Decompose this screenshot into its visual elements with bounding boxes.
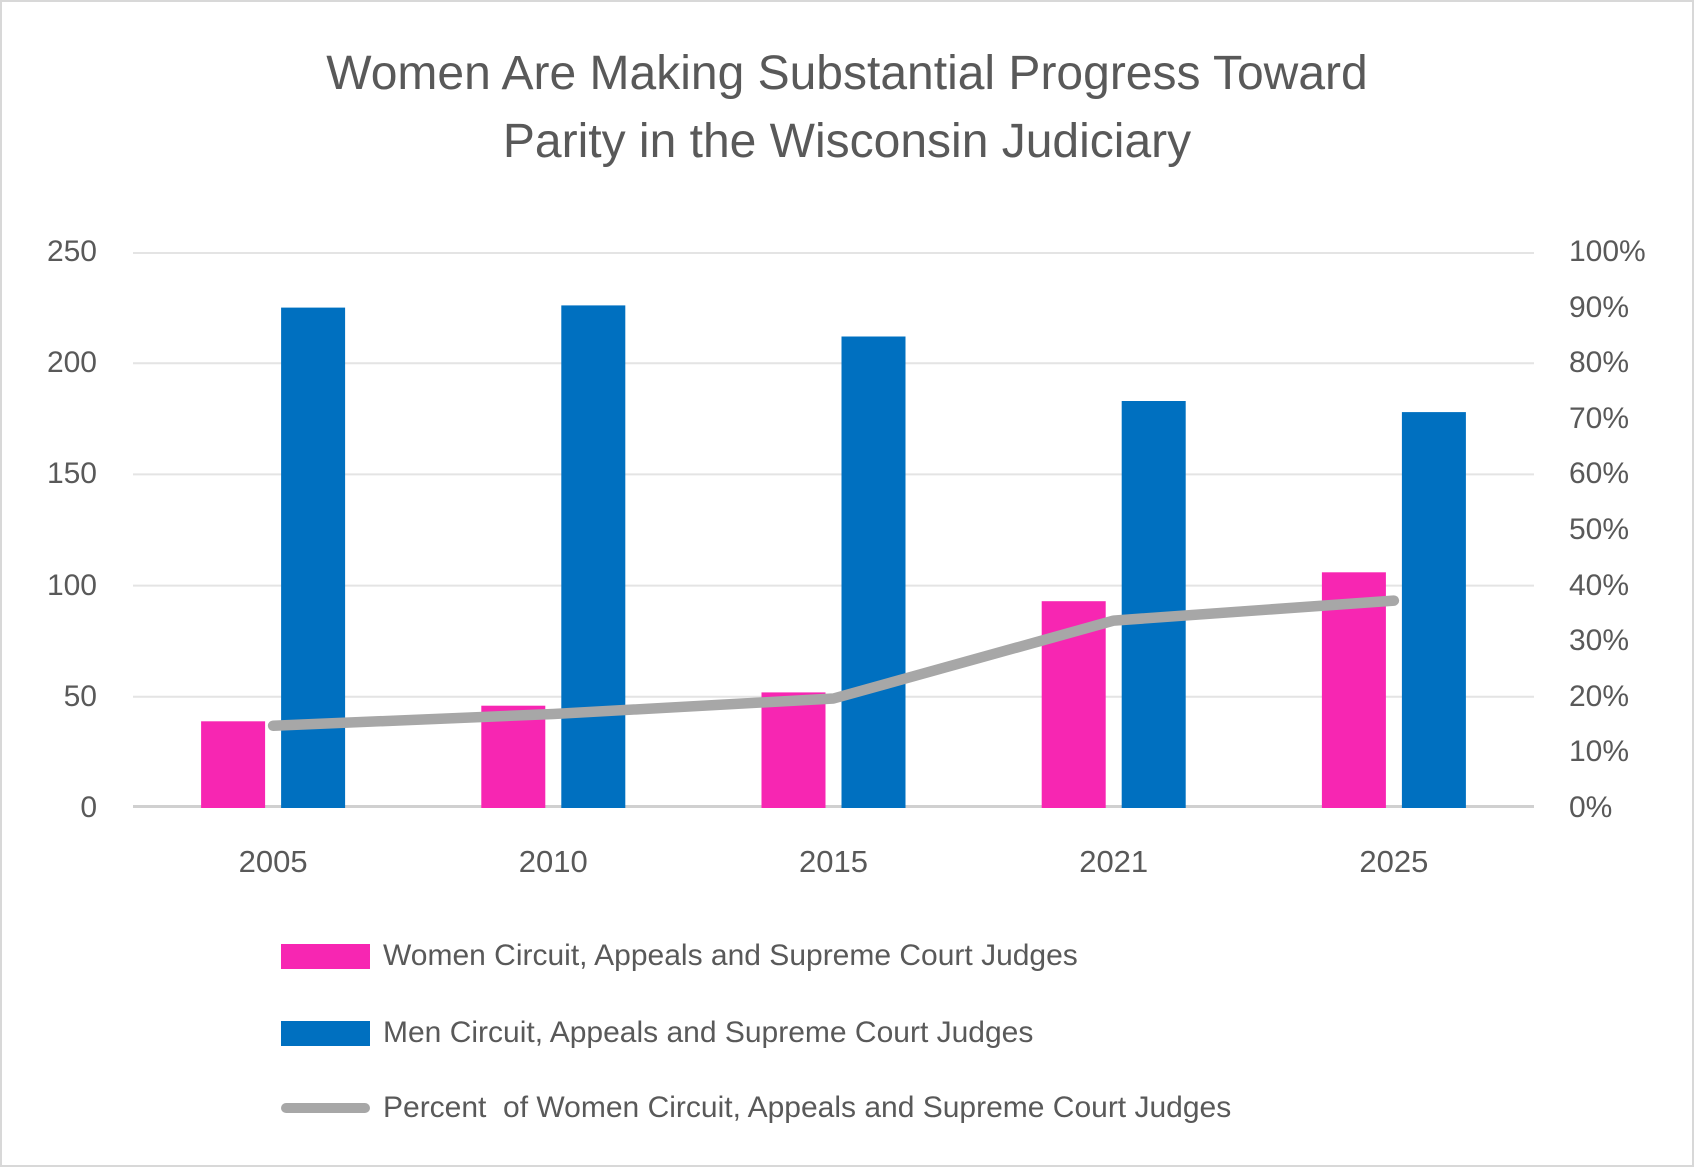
left-tick-150: 150 — [46, 457, 97, 491]
bar-men-2021 — [1121, 401, 1186, 808]
percent-of-women-line — [267, 595, 1400, 731]
bar-women-2025 — [1321, 572, 1386, 808]
right-tick-40%: 40% — [1569, 568, 1630, 602]
bar-men-2025 — [1401, 412, 1466, 808]
right-tick-50%: 50% — [1569, 513, 1630, 546]
chart-title: Women Are Making Substantial Progress To… — [2, 40, 1692, 176]
bar-women-2010 — [481, 705, 546, 808]
bar-men-2010 — [561, 305, 626, 808]
percent-line-swatch — [281, 1103, 370, 1113]
legend-item-percent: Percent of Women Circuit, Appeals and Su… — [281, 1090, 1231, 1126]
legend-label-men: Men Circuit, Appeals and Supreme Court J… — [383, 1016, 1034, 1049]
bar-men-2005 — [281, 307, 346, 808]
left-tick-200: 200 — [46, 346, 97, 380]
x-tick-2015: 2015 — [799, 844, 868, 879]
right-tick-30%: 30% — [1569, 624, 1630, 658]
legend-item-men: Men Circuit, Appeals and Supreme Court J… — [281, 1015, 1033, 1051]
right-tick-20%: 20% — [1569, 679, 1630, 713]
right-tick-10%: 10% — [1569, 735, 1630, 769]
chart-title-line2: Parity in the Wisconsin Judiciary — [502, 115, 1192, 168]
right-tick-70%: 70% — [1569, 401, 1630, 435]
bar-men-2015 — [841, 336, 906, 808]
x-tick-2021: 2021 — [1079, 844, 1149, 879]
right-tick-60%: 60% — [1569, 457, 1630, 491]
legend-label-percent: Percent of Women Circuit, Appeals and Su… — [383, 1091, 1232, 1124]
legend-label-women: Women Circuit, Appeals and Supreme Court… — [383, 939, 1078, 972]
men-series-swatch — [281, 1020, 370, 1046]
x-tick-2005: 2005 — [238, 844, 308, 879]
plot-area — [133, 252, 1534, 808]
legend-item-women: Women Circuit, Appeals and Supreme Court… — [281, 938, 1078, 974]
right-tick-100%: 100% — [1569, 235, 1646, 268]
left-tick-50: 50 — [63, 679, 97, 713]
bar-women-2015 — [761, 692, 826, 808]
x-tick-2025: 2025 — [1359, 844, 1429, 879]
left-tick-250: 250 — [46, 235, 97, 268]
x-tick-2010: 2010 — [518, 844, 588, 879]
left-tick-0: 0 — [80, 791, 97, 824]
right-tick-90%: 90% — [1569, 290, 1630, 324]
bar-women-2005 — [201, 721, 266, 808]
right-tick-0%: 0% — [1569, 791, 1613, 824]
women-series-swatch — [281, 943, 370, 969]
chart-title-line1: Women Are Making Substantial Progress To… — [326, 47, 1368, 100]
left-tick-100: 100 — [46, 568, 97, 602]
right-tick-80%: 80% — [1569, 346, 1630, 380]
